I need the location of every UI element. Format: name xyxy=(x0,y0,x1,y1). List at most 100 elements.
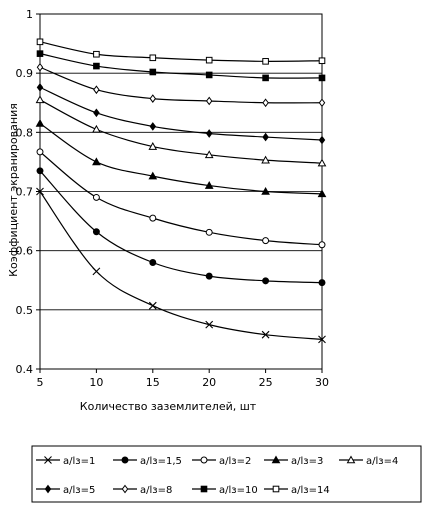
legend: a/lз=1 a/lз=1,5 a/lз=2 a/lз=3 a/lз=4 a/lз=5 a/… xyxy=(31,445,422,503)
legend-marker xyxy=(121,484,129,494)
legend-label: a/lз=5 xyxy=(63,485,95,496)
data-point xyxy=(92,124,101,133)
data-point xyxy=(261,155,270,164)
legend-item: a/lз=8 xyxy=(113,484,172,496)
data-point xyxy=(92,267,101,276)
data-point xyxy=(93,50,100,58)
legend-item: a/lз=5 xyxy=(36,484,95,496)
legend-marker xyxy=(271,455,281,464)
series-8 xyxy=(36,50,326,82)
x-tick-label: 15 xyxy=(146,376,160,389)
legend-item: a/lз=4 xyxy=(339,455,398,467)
data-point xyxy=(261,330,270,339)
data-point xyxy=(318,135,326,145)
series-2 xyxy=(36,167,326,287)
series-line xyxy=(39,191,323,341)
series-line xyxy=(39,41,323,62)
data-point xyxy=(149,68,157,76)
data-point xyxy=(318,74,326,82)
legend-label: a/lз=1,5 xyxy=(140,456,182,467)
data-point xyxy=(149,214,157,222)
data-point xyxy=(93,108,100,118)
y-tick-label: 0.6 xyxy=(16,245,34,258)
data-point xyxy=(318,279,326,287)
data-point xyxy=(36,83,44,92)
series-line xyxy=(39,66,323,104)
data-point xyxy=(36,148,44,156)
data-point xyxy=(36,38,44,46)
legend-marker xyxy=(44,456,52,464)
legend-item: a/lз=14 xyxy=(264,485,330,496)
data-point xyxy=(262,58,269,65)
data-point xyxy=(205,96,213,106)
data-point xyxy=(93,85,100,95)
series-line xyxy=(39,99,323,164)
legend-label: a/lз=8 xyxy=(140,485,172,496)
data-point xyxy=(35,95,45,104)
data-point xyxy=(36,62,44,72)
data-point xyxy=(36,50,44,57)
data-point xyxy=(149,54,157,62)
data-point xyxy=(318,335,326,344)
data-point xyxy=(262,132,269,142)
data-point xyxy=(205,272,213,280)
legend-label: a/lз=14 xyxy=(291,485,330,496)
x-tick-label: 25 xyxy=(259,376,273,389)
series-5 xyxy=(35,95,327,167)
data-point xyxy=(92,193,100,201)
axes: 0.40.50.60.70.80.915 10 15 20 25 30 xyxy=(16,8,330,389)
series-3 xyxy=(36,148,326,249)
x-tick-label: 10 xyxy=(89,376,103,389)
data-point xyxy=(36,167,44,175)
y-tick-label: 1 xyxy=(26,8,33,21)
series-6 xyxy=(36,83,326,145)
data-point xyxy=(92,157,101,166)
data-point xyxy=(149,94,157,103)
data-point xyxy=(318,57,326,65)
series-4 xyxy=(35,118,327,198)
data-point xyxy=(148,142,158,150)
x-axis-label: Количество заземлителей, шт xyxy=(80,400,257,413)
data-point xyxy=(205,129,213,138)
data-point xyxy=(205,56,213,64)
legend-label: a/lз=10 xyxy=(219,485,258,496)
series-lines xyxy=(35,38,327,344)
legend-item: a/lз=10 xyxy=(192,485,258,496)
data-point xyxy=(262,74,269,82)
data-point xyxy=(205,71,213,79)
series-line xyxy=(39,122,323,195)
y-tick-label: 0.5 xyxy=(16,304,34,317)
y-tick-label: 0.9 xyxy=(16,67,34,80)
legend-marker xyxy=(272,485,280,493)
plot-area xyxy=(39,13,323,370)
data-point xyxy=(205,320,214,329)
data-point xyxy=(262,277,270,285)
data-point xyxy=(317,158,327,167)
data-point xyxy=(318,241,326,249)
y-tick-label: 0.7 xyxy=(16,186,34,199)
x-tick-label: 30 xyxy=(315,376,329,389)
legend-marker xyxy=(346,455,356,464)
series-7 xyxy=(36,62,326,108)
data-point xyxy=(205,228,213,236)
data-point xyxy=(92,228,100,236)
legend-marker xyxy=(200,485,208,493)
legend-marker xyxy=(44,484,52,494)
y-axis-label: Коэффициент экранирования xyxy=(7,103,20,277)
legend-item: a/lз=3 xyxy=(264,455,323,467)
data-point xyxy=(36,187,44,196)
legend-label: a/lз=1 xyxy=(63,456,95,467)
y-tick-label: 0.4 xyxy=(16,363,34,376)
data-point xyxy=(204,181,214,189)
data-point xyxy=(149,259,157,266)
data-point xyxy=(93,62,100,70)
data-point xyxy=(261,186,270,195)
data-point xyxy=(148,171,158,180)
series-line xyxy=(39,86,323,141)
data-point xyxy=(317,189,327,198)
x-tick-label: 5 xyxy=(37,376,44,389)
series-9 xyxy=(36,38,326,65)
legend-item: a/lз=1,5 xyxy=(113,456,182,467)
